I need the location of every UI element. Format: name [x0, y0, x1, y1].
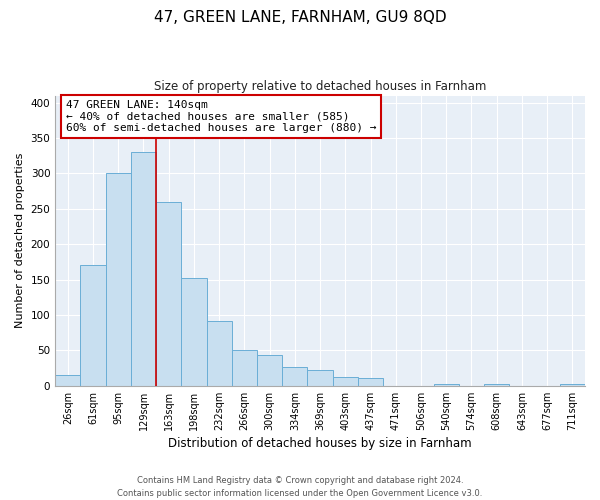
Bar — [181, 278, 206, 386]
Bar — [131, 152, 156, 386]
Bar — [206, 320, 232, 386]
Y-axis label: Number of detached properties: Number of detached properties — [15, 153, 25, 328]
Bar — [80, 266, 106, 386]
Bar — [358, 378, 383, 386]
Bar — [560, 384, 585, 386]
Text: 47, GREEN LANE, FARNHAM, GU9 8QD: 47, GREEN LANE, FARNHAM, GU9 8QD — [154, 10, 446, 25]
Bar — [106, 174, 131, 386]
Bar — [434, 384, 459, 386]
Bar — [232, 350, 257, 386]
Bar — [55, 375, 80, 386]
Bar — [332, 376, 358, 386]
Text: 47 GREEN LANE: 140sqm
← 40% of detached houses are smaller (585)
60% of semi-det: 47 GREEN LANE: 140sqm ← 40% of detached … — [66, 100, 376, 133]
Bar — [307, 370, 332, 386]
Bar — [156, 202, 181, 386]
Bar — [484, 384, 509, 386]
Text: Contains HM Land Registry data © Crown copyright and database right 2024.
Contai: Contains HM Land Registry data © Crown c… — [118, 476, 482, 498]
Bar — [257, 356, 282, 386]
Bar — [282, 366, 307, 386]
Title: Size of property relative to detached houses in Farnham: Size of property relative to detached ho… — [154, 80, 486, 93]
X-axis label: Distribution of detached houses by size in Farnham: Distribution of detached houses by size … — [168, 437, 472, 450]
